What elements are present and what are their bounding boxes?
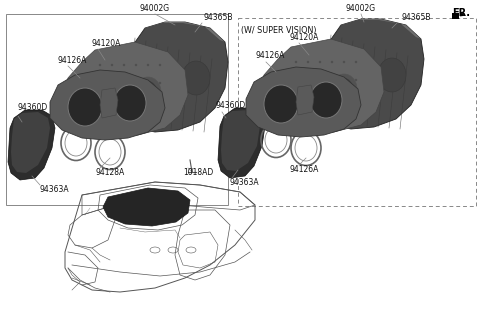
Text: 94365B: 94365B: [203, 13, 232, 22]
Ellipse shape: [135, 77, 161, 107]
Bar: [238, 18, 476, 206]
Ellipse shape: [355, 79, 357, 81]
Ellipse shape: [159, 100, 161, 102]
Ellipse shape: [343, 79, 345, 81]
Text: 94120A: 94120A: [289, 33, 318, 42]
Ellipse shape: [123, 64, 125, 66]
Ellipse shape: [286, 80, 306, 104]
Ellipse shape: [307, 97, 309, 99]
Text: 94126A: 94126A: [58, 56, 87, 65]
Ellipse shape: [159, 64, 161, 66]
Ellipse shape: [135, 64, 137, 66]
Ellipse shape: [111, 82, 113, 84]
Polygon shape: [100, 88, 118, 118]
Ellipse shape: [147, 82, 149, 84]
Ellipse shape: [295, 79, 297, 81]
Text: 94120A: 94120A: [92, 39, 121, 48]
Polygon shape: [221, 110, 260, 171]
Ellipse shape: [343, 97, 345, 99]
Ellipse shape: [355, 61, 357, 63]
Text: 94002G: 94002G: [140, 4, 170, 13]
Text: 94126A: 94126A: [290, 165, 319, 174]
Ellipse shape: [307, 61, 309, 63]
Text: FR.: FR.: [452, 8, 470, 18]
Ellipse shape: [99, 64, 101, 66]
Polygon shape: [60, 42, 188, 136]
Polygon shape: [11, 112, 50, 173]
Polygon shape: [103, 188, 190, 226]
Polygon shape: [314, 19, 424, 129]
Text: 94126A: 94126A: [256, 51, 286, 60]
Text: (W/ SUPER VISION): (W/ SUPER VISION): [241, 26, 316, 35]
Ellipse shape: [86, 79, 114, 111]
Ellipse shape: [319, 79, 321, 81]
Ellipse shape: [307, 79, 309, 81]
Text: 94363A: 94363A: [230, 178, 260, 187]
Ellipse shape: [90, 83, 110, 107]
Ellipse shape: [123, 100, 125, 102]
Ellipse shape: [99, 100, 101, 102]
Ellipse shape: [331, 61, 333, 63]
Ellipse shape: [319, 61, 321, 63]
Ellipse shape: [319, 97, 321, 99]
Ellipse shape: [310, 82, 342, 118]
Polygon shape: [8, 110, 55, 180]
Polygon shape: [246, 67, 361, 137]
Ellipse shape: [147, 100, 149, 102]
Polygon shape: [339, 19, 421, 39]
Ellipse shape: [123, 82, 125, 84]
Text: 94002G: 94002G: [346, 4, 376, 13]
Ellipse shape: [147, 64, 149, 66]
Polygon shape: [256, 39, 384, 133]
Polygon shape: [143, 22, 225, 42]
Ellipse shape: [264, 85, 298, 123]
Ellipse shape: [111, 100, 113, 102]
Ellipse shape: [295, 97, 297, 99]
Polygon shape: [50, 70, 165, 140]
Ellipse shape: [331, 74, 357, 104]
Ellipse shape: [343, 61, 345, 63]
Text: 94363A: 94363A: [40, 185, 70, 194]
Text: 94360D: 94360D: [216, 100, 246, 110]
Text: 94360D: 94360D: [18, 104, 48, 112]
Ellipse shape: [135, 82, 137, 84]
Text: 94128A: 94128A: [95, 168, 124, 177]
Polygon shape: [118, 22, 228, 132]
Ellipse shape: [295, 61, 297, 63]
Ellipse shape: [335, 78, 353, 100]
Polygon shape: [296, 85, 314, 115]
Text: 1018AD: 1018AD: [183, 168, 213, 177]
Ellipse shape: [331, 97, 333, 99]
Ellipse shape: [355, 97, 357, 99]
Ellipse shape: [135, 100, 137, 102]
Ellipse shape: [99, 82, 101, 84]
Ellipse shape: [282, 76, 310, 108]
Ellipse shape: [182, 61, 210, 95]
Ellipse shape: [378, 58, 406, 92]
Ellipse shape: [159, 82, 161, 84]
Ellipse shape: [331, 79, 333, 81]
Bar: [6, 14, 228, 205]
Ellipse shape: [111, 64, 113, 66]
Bar: [452, 13, 459, 19]
Ellipse shape: [139, 81, 157, 103]
Ellipse shape: [114, 85, 146, 121]
Ellipse shape: [335, 63, 367, 101]
Polygon shape: [218, 108, 265, 178]
Ellipse shape: [68, 88, 102, 126]
Text: 94365B: 94365B: [401, 13, 431, 22]
Ellipse shape: [139, 66, 171, 104]
